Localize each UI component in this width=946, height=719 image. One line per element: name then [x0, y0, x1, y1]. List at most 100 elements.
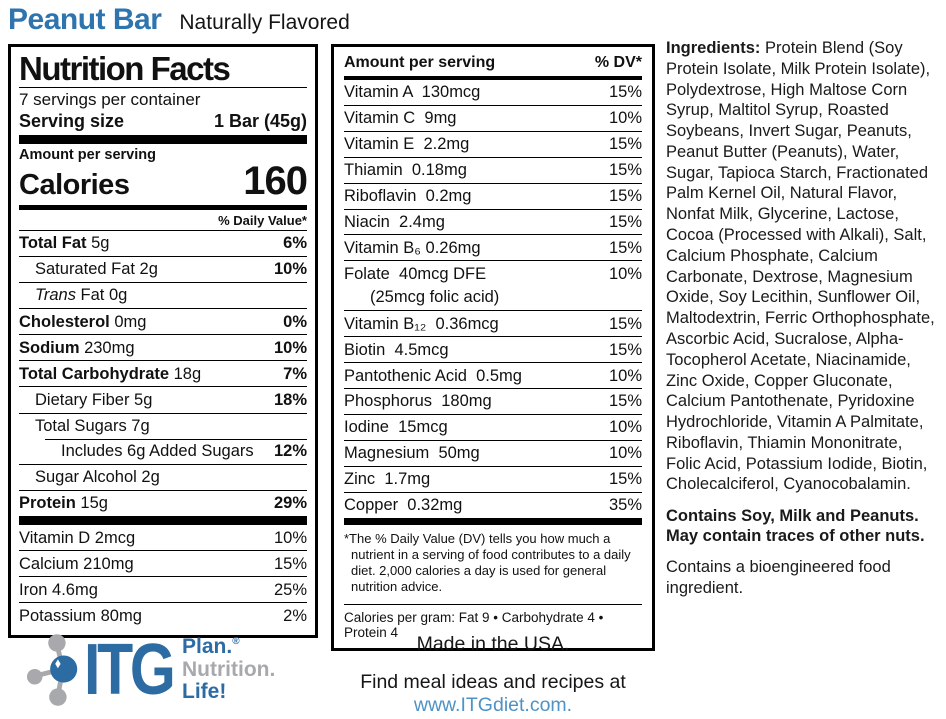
mineral-dv: 25% — [273, 580, 307, 599]
nutrient-row: Total Fat 5g 6% — [19, 229, 307, 256]
thick-divider — [19, 516, 307, 525]
servings-per-container: 7 servings per container — [19, 89, 201, 109]
calories-row: Calories 160 — [19, 158, 308, 205]
vitamin-dv: 15% — [608, 83, 642, 102]
serving-size-row: Serving size 1 Bar (45g) — [19, 110, 307, 135]
thick-divider — [344, 517, 642, 525]
mineral-name: Potassium 80mg — [19, 606, 142, 625]
vitamin-name: Iodine 15mcg — [344, 418, 448, 437]
tagline-nutrition: Nutrition. — [182, 657, 276, 681]
vitamin-name: Zinc 1.7mg — [344, 470, 431, 489]
nutrient-dv: 0% — [283, 312, 307, 331]
vitamin-dv: 15% — [608, 135, 642, 154]
vitamin-name: Vitamin E 2.2mg — [344, 135, 470, 154]
footer-center: Made in the USA. Find meal ideas and rec… — [331, 633, 655, 717]
mineral-dv: 2% — [283, 606, 307, 625]
vitamin-name: Niacin 2.4mg — [344, 212, 445, 231]
vitamin-dv: 10% — [608, 418, 642, 437]
tagline-life: Life! — [182, 680, 227, 704]
medium-divider — [344, 76, 642, 80]
nutrient-name: Dietary Fiber 5g — [35, 390, 153, 409]
nutrient-dv: 10% — [273, 338, 307, 357]
vitamin-name: Biotin 4.5mcg — [344, 340, 449, 359]
vitamin-row: Zinc 1.7mg 15% — [344, 467, 642, 493]
vitamin-row: Phosphorus 180mg 15% — [344, 389, 642, 415]
vitamin-dv: 15% — [608, 392, 642, 411]
vitamin-row: Niacin 2.4mg 15% — [344, 210, 642, 236]
mineral-name: Calcium 210mg — [19, 554, 134, 573]
itg-tagline: Plan.® Nutrition. Life! — [182, 635, 276, 704]
nutrient-row: Trans Fat 0g — [19, 281, 307, 308]
nutrient-row: Cholesterol 0mg 0% — [19, 308, 307, 334]
vitamin-name: Riboflavin 0.2mg — [344, 187, 472, 206]
mineral-row: Vitamin D 2mcg 10% — [19, 525, 307, 550]
vitamin-dv: 15% — [608, 470, 642, 489]
mineral-dv: 10% — [273, 528, 307, 547]
product-title: Peanut Bar — [8, 3, 162, 36]
vitamin-dv: 10% — [608, 444, 642, 463]
vitamin-name: Magnesium 50mg — [344, 444, 480, 463]
calories-label: Calories — [19, 168, 130, 201]
nutrient-dv: 18% — [273, 390, 307, 409]
vitamin-name: Vitamin C 9mg — [344, 109, 457, 128]
vitamin-rows: Vitamin A 130mcg 15% Vitamin C 9mg 10% Vitam… — [344, 80, 642, 518]
ingredients-text: Protein Blend (Soy Protein Isolate, Milk… — [666, 39, 935, 494]
product-subtitle: Naturally Flavored — [179, 11, 350, 34]
vitamin-row: Magnesium 50mg 10% — [344, 441, 642, 467]
vitamin-dv: 15% — [608, 238, 642, 257]
nutrient-row: Protein 15g 29% — [19, 489, 307, 516]
vitamin-dv: 10% — [608, 366, 642, 385]
vitamin-row: Iodine 15mcg 10% — [344, 415, 642, 441]
nutrition-facts-title: Nutrition Facts — [19, 50, 231, 87]
nutrient-dv: 7% — [283, 364, 307, 383]
vitamin-name: Vitamin A 130mcg — [344, 83, 481, 102]
vitamin-name: Pantothenic Acid 0.5mg — [344, 366, 522, 385]
nutrient-name: Total Sugars 7g — [35, 417, 150, 435]
itg-logo-text: ITG — [84, 629, 176, 710]
website-link[interactable]: www.ITGdiet.com. — [413, 694, 573, 717]
nutrient-row: Total Carbohydrate 18g 7% — [19, 360, 307, 386]
nutrient-dv: 12% — [273, 442, 307, 461]
thick-divider — [19, 134, 307, 144]
mineral-row: Iron 4.6mg 25% — [19, 576, 307, 602]
nutrient-row: Includes 6g Added Sugars 12% — [19, 438, 307, 464]
mineral-dv: 15% — [273, 554, 307, 573]
made-in-usa: Made in the USA. — [416, 633, 570, 655]
nutrient-row: Sodium 230mg 10% — [19, 334, 307, 360]
nutrient-name: Cholesterol 0mg — [19, 312, 147, 331]
vitamin-row: Riboflavin 0.2mg 15% — [344, 184, 642, 210]
itg-molecule-icon — [26, 634, 78, 706]
bioengineered-note: Contains a bioengineered food ingredient… — [666, 558, 891, 597]
allergen-line2: May contain traces of other nuts. — [666, 527, 925, 546]
allergen-line1: Contains Soy, Milk and Peanuts. — [666, 507, 919, 526]
vitamin-row: Vitamin E 2.2mg 15% — [344, 132, 642, 158]
vitamin-subline: (25mcg folic acid) — [370, 287, 500, 306]
registered-mark-icon: ® — [232, 635, 240, 647]
vitamin-row: Copper 0.32mg 35% — [344, 493, 642, 518]
nutrient-name: Protein 15g — [19, 494, 108, 513]
vitamin-row: Vitamin C 9mg 10% — [344, 106, 642, 132]
brand-header: Peanut Bar Naturally Flavored — [8, 3, 350, 37]
vitamin-row: Thiamin 0.18mg 15% — [344, 158, 642, 184]
ingredients-section: Ingredients: Protein Blend (Soy Protein … — [666, 38, 940, 598]
vitamin-dv: 10% — [608, 109, 642, 128]
vitamin-name: Thiamin 0.18mg — [344, 161, 467, 180]
allergen-statement: Contains Soy, Milk and Peanuts. May cont… — [666, 506, 940, 546]
find-meals-text: Find meal ideas and recipes at — [360, 671, 626, 693]
nutrient-name: Trans Fat 0g — [35, 286, 128, 305]
ingredients-label: Ingredients: — [666, 39, 761, 57]
ingredients-paragraph: Ingredients: Protein Blend (Soy Protein … — [666, 38, 940, 495]
calories-value: 160 — [243, 158, 308, 203]
vitamin-row: Vitamin A 130mcg 15% — [344, 80, 642, 106]
divider — [19, 86, 307, 88]
vitamin-name: Vitamin B₁₂ 0.36mcg — [344, 314, 499, 333]
vitamin-row: Vitamin B₆ 0.26mg 15% — [344, 235, 642, 262]
nutrient-name: Saturated Fat 2g — [35, 260, 158, 279]
calories-per-gram: Calories per gram: Fat 9 • Carbohydrate … — [344, 603, 642, 640]
vitamin-dv: 15% — [608, 340, 642, 359]
vitamin-name: Phosphorus 180mg — [344, 392, 492, 411]
vitamin-dv: 15% — [608, 161, 642, 180]
mineral-name: Iron 4.6mg — [19, 580, 98, 599]
nutrient-rows: Total Fat 5g 6% Saturated Fat 2g 10% Trans F… — [19, 229, 307, 516]
